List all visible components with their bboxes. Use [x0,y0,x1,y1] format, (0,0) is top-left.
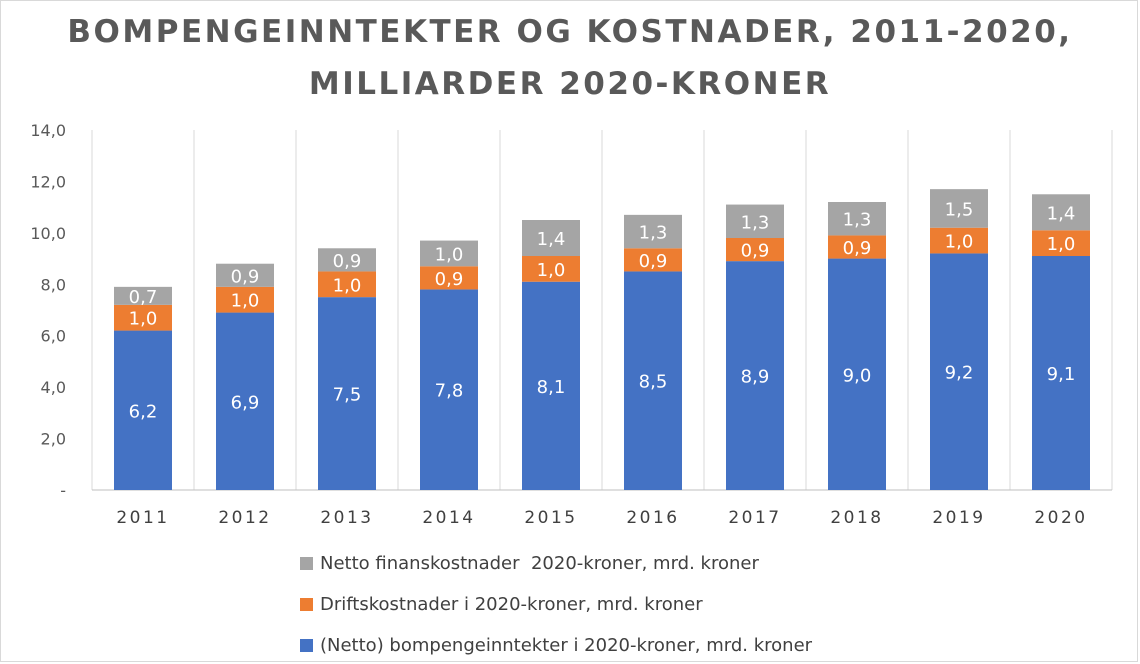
legend-swatch-finance [300,556,313,570]
data-label: 1,0 [537,260,566,281]
data-label: 0,9 [843,238,872,259]
x-tick-label: 2012 [218,508,271,528]
bar-segment-finance [1032,194,1090,231]
y-tick-label: 12,0 [30,172,66,191]
bar-segment-revenue [930,253,988,490]
data-label: 0,7 [129,287,158,308]
data-label: 9,1 [1047,364,1076,385]
bar-segment-finance [726,204,784,238]
bar-segment-revenue [1032,256,1090,490]
x-tick-label: 2016 [626,508,679,528]
data-label: 1,4 [537,229,566,250]
x-tick-label: 2011 [116,508,169,528]
bar-segment-revenue [624,271,682,490]
data-label: 1,0 [129,309,158,330]
legend-item-finance: Netto finanskostnader 2020-kroner, mrd. … [300,548,759,578]
data-label: 1,0 [231,291,260,312]
bar-segment-revenue [828,258,886,490]
data-label: 1,0 [435,244,464,265]
bar-segment-operating [930,227,988,254]
data-label: 1,3 [843,210,872,231]
legend-swatch-operating [300,597,313,611]
x-tick-label: 2019 [932,508,985,528]
bar-segment-operating [1032,230,1090,256]
bar-segment-revenue [522,281,580,490]
bar-segment-operating [726,238,784,262]
bar-segment-operating [522,256,580,282]
data-label: 7,8 [435,381,464,402]
y-tick-label: 4,0 [41,378,66,397]
bar-segment-operating [318,271,376,298]
y-tick-label: 8,0 [41,275,66,294]
data-label: 9,2 [945,363,974,384]
legend-label-revenue: (Netto) bompengeinntekter i 2020-kroner,… [320,634,813,656]
legend-swatch-revenue [300,638,313,652]
chart-title: BOMPENGEINNTEKTER OG KOSTNADER, 2011-202… [67,14,1073,102]
x-tick-label: 2020 [1034,508,1087,528]
x-tick-label: 2014 [422,508,475,528]
bar-segment-revenue [318,297,376,490]
bar-segment-operating [624,248,682,272]
bar-segment-revenue [420,289,478,490]
bar-segment-revenue [216,312,274,490]
legend-label-finance: Netto finanskostnader 2020-kroner, mrd. … [320,552,759,574]
data-label: 8,5 [639,372,668,393]
bar-segment-finance [624,214,682,249]
data-label: 7,5 [333,385,362,406]
data-label: 1,4 [1047,203,1076,224]
data-label: 0,9 [435,269,464,290]
bar-segment-finance [828,202,886,236]
data-label: 0,9 [231,266,260,287]
y-tick-label: - [60,481,66,500]
bar-segment-finance [114,286,172,305]
bar-segment-finance [216,263,274,287]
bar-segment-revenue [114,330,172,490]
x-tick-label: 2017 [728,508,781,528]
data-label: 8,9 [741,367,770,388]
data-label: 1,0 [945,232,974,253]
y-tick-label: 6,0 [41,327,66,346]
data-label: 0,9 [333,251,362,272]
bar-segment-operating [828,235,886,259]
legend-item-operating: Driftskostnader i 2020-kroner, mrd. kron… [300,589,703,619]
bar-segment-finance [420,240,478,267]
data-label: 1,5 [945,199,974,220]
y-tick-label: 14,0 [30,121,66,140]
data-label: 1,3 [741,212,770,233]
data-label: 6,2 [129,401,158,422]
data-label: 0,9 [741,241,770,262]
legend-label-operating: Driftskostnader i 2020-kroner, mrd. kron… [320,593,703,615]
data-label: 1,0 [1047,234,1076,255]
data-label: 0,9 [639,251,668,272]
data-label: 1,0 [333,275,362,296]
bar-segment-operating [114,304,172,331]
x-tick-label: 2013 [320,508,373,528]
data-label: 8,1 [537,377,566,398]
x-tick-label: 2015 [524,508,577,528]
x-tick-label: 2018 [830,508,883,528]
data-label: 1,3 [639,223,668,244]
y-tick-label: 2,0 [41,430,66,449]
bar-segment-finance [318,248,376,272]
bar-segment-operating [216,286,274,313]
y-tick-label: 10,0 [30,224,66,243]
bar-segment-finance [522,220,580,256]
data-label: 6,9 [231,392,260,413]
legend-item-revenue: (Netto) bompengeinntekter i 2020-kroner,… [300,630,812,660]
bar-segment-revenue [726,261,784,490]
bar-segment-operating [420,266,478,290]
chart-plot: -2,04,06,08,010,012,014,06,21,00,720116,… [30,121,1113,528]
bar-segment-finance [930,189,988,228]
data-label: 9,0 [843,365,872,386]
